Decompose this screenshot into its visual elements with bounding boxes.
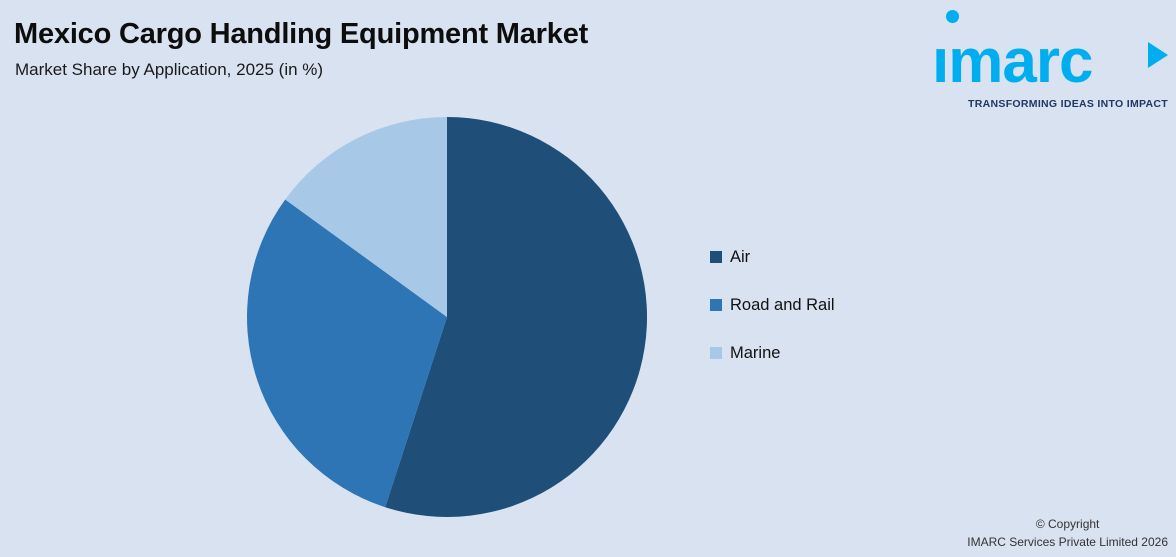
logo-tagline: TRANSFORMING IDEAS INTO IMPACT — [968, 98, 1168, 110]
pie-chart — [247, 117, 647, 517]
copyright-line1: © Copyright — [1035, 517, 1100, 532]
legend: Air Road and Rail Marine — [710, 246, 835, 390]
legend-label: Marine — [730, 343, 781, 362]
pie-slice-air — [385, 117, 647, 517]
imarc-logo: ımarc TRANSFORMING IDEAS INTO IMPACT — [932, 8, 1168, 110]
logo-text: ımarc — [932, 27, 1093, 97]
legend-swatch — [710, 299, 722, 311]
logo-triangle-icon — [1148, 42, 1168, 68]
imarc-logo-row: ımarc — [932, 8, 1168, 97]
copyright-line2: IMARC Services Private Limited 2026 — [967, 534, 1168, 549]
logo-dot-icon — [946, 10, 959, 23]
legend-swatch — [710, 347, 722, 359]
page-title: Mexico Cargo Handling Equipment Market — [14, 18, 589, 50]
legend-item: Air — [710, 246, 835, 268]
legend-item: Road and Rail — [710, 294, 835, 316]
page-subtitle: Market Share by Application, 2025 (in %) — [15, 60, 324, 79]
pie-slice-road-and-rail — [247, 199, 447, 508]
legend-item: Marine — [710, 342, 835, 364]
legend-swatch — [710, 251, 722, 263]
pie-slice-marine — [285, 117, 447, 317]
copyright-notice: © Copyright IMARC Services Private Limit… — [967, 516, 1168, 551]
legend-label: Air — [730, 247, 751, 266]
pie-chart-svg — [247, 117, 647, 517]
legend-label: Road and Rail — [730, 295, 835, 314]
